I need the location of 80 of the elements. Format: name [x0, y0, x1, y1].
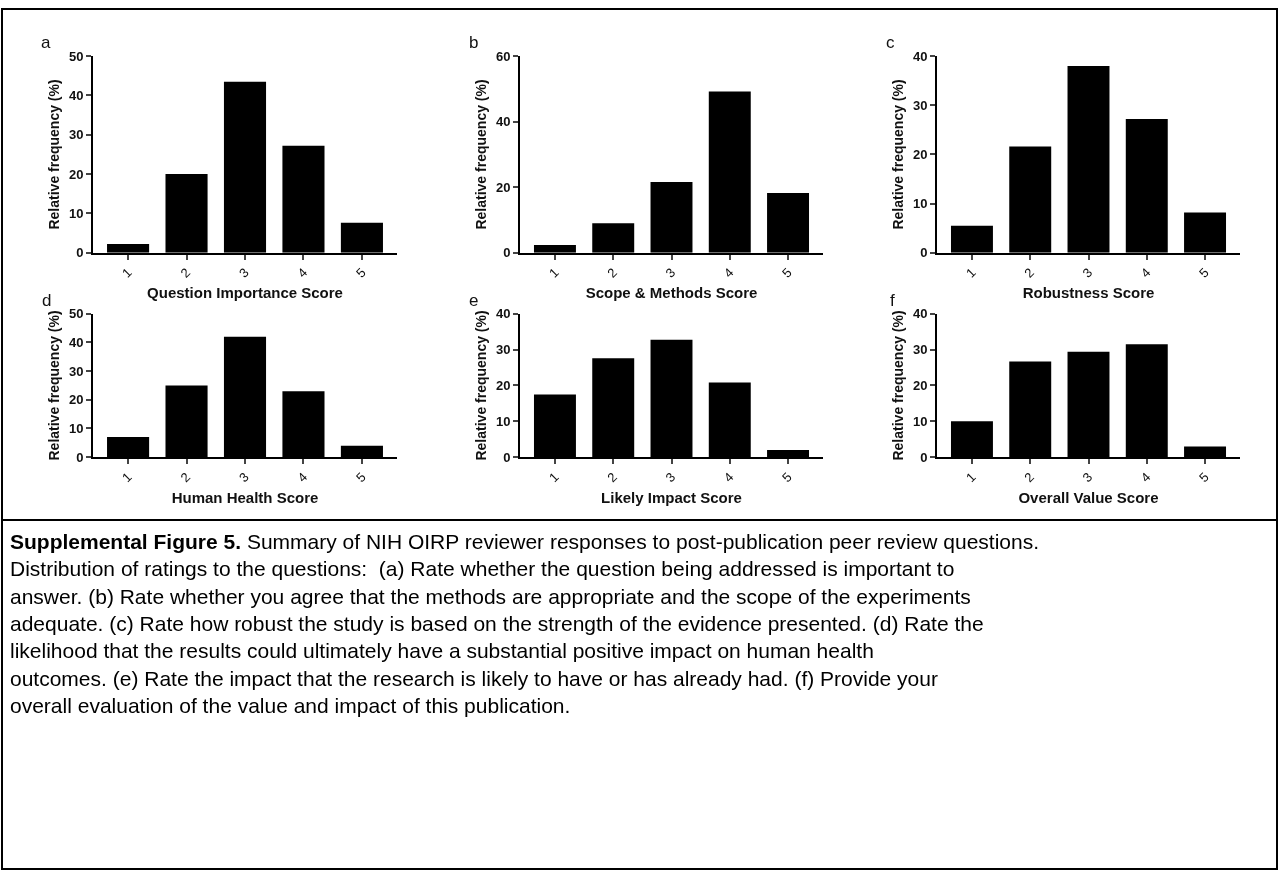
x-axis-title: Question Importance Score — [147, 284, 343, 302]
x-tick-label: 4 — [294, 264, 311, 281]
x-tick-label: 1 — [545, 264, 562, 281]
y-tick-label: 40 — [495, 114, 511, 130]
y-tick-label: 40 — [912, 306, 928, 322]
x-axis-title: Human Health Score — [171, 488, 319, 506]
chart-title: c — [886, 33, 895, 52]
x-axis-title: Robustness Score — [1022, 284, 1155, 302]
chart-title: d — [42, 291, 52, 310]
x-tick-label: 2 — [177, 469, 194, 486]
x-tick-label: 3 — [236, 469, 252, 486]
y-tick-label: 10 — [912, 196, 928, 212]
x-tick-label: 5 — [1196, 264, 1212, 281]
y-tick-label: 40 — [68, 88, 84, 104]
y-tick-label: 40 — [495, 306, 511, 322]
chart-title: f — [890, 291, 895, 310]
x-tick-label: 2 — [1021, 264, 1037, 281]
x-tick-label: 5 — [352, 264, 369, 281]
x-tick-label: 3 — [662, 469, 679, 486]
x-tick-label: 4 — [720, 264, 737, 281]
y-tick-label: 10 — [68, 205, 84, 221]
y-tick-label: 20 — [68, 392, 84, 408]
x-tick-label: 5 — [1196, 469, 1212, 486]
y-tick-label: 50 — [68, 306, 84, 322]
x-tick-label: 5 — [779, 264, 795, 281]
y-tick-label: 40 — [912, 48, 928, 64]
y-tick-label: 10 — [495, 413, 511, 429]
x-tick-label: 1 — [119, 469, 135, 486]
y-tick-label: 60 — [495, 48, 511, 64]
x-tick-label: 2 — [1021, 469, 1037, 486]
x-tick-label: 3 — [1079, 264, 1096, 281]
y-tick-label: 0 — [503, 245, 511, 261]
x-tick-label: 4 — [1137, 264, 1154, 281]
x-axis-title: Scope & Methods Score — [585, 284, 758, 302]
y-tick-label: 30 — [912, 342, 928, 358]
y-axis-title: Relative frequency (%) — [890, 79, 907, 230]
chart-title: a — [41, 33, 51, 52]
y-tick-label: 20 — [912, 377, 928, 393]
x-tick-label: 2 — [604, 264, 620, 281]
y-tick-label: 50 — [68, 48, 84, 64]
text: Supplemental Figure 5. — [10, 530, 242, 553]
y-tick-label: 40 — [68, 334, 84, 350]
y-tick-label: 30 — [912, 97, 928, 113]
x-tick-label: 1 — [119, 264, 135, 281]
x-axis-title: Overall Value Score — [1018, 488, 1159, 506]
x-tick-label: 1 — [962, 469, 979, 486]
y-tick-label: 0 — [920, 245, 928, 261]
y-tick-label: 30 — [68, 127, 84, 143]
x-axis-title: Likely Impact Score — [601, 488, 742, 506]
y-tick-label: 10 — [68, 421, 84, 437]
x-tick-label: 2 — [177, 264, 194, 281]
x-tick-label: 5 — [779, 469, 795, 486]
y-tick-label: 0 — [76, 245, 84, 261]
x-tick-label: 3 — [662, 264, 679, 281]
y-axis-title: Relative frequency (%) — [473, 79, 490, 230]
chart-title: b — [469, 33, 479, 52]
x-tick-label: 4 — [1137, 469, 1154, 486]
y-tick-label: 0 — [920, 449, 928, 465]
y-tick-label: 10 — [912, 413, 928, 429]
y-tick-label: 20 — [68, 166, 84, 182]
y-tick-label: 30 — [68, 363, 84, 379]
y-tick-label: 0 — [503, 449, 511, 465]
x-tick-label: 3 — [236, 264, 252, 281]
x-tick-label: 3 — [1079, 469, 1096, 486]
y-axis-title: Relative frequency (%) — [46, 79, 63, 230]
x-tick-label: 1 — [962, 264, 979, 281]
y-axis-title: Relative frequency (%) — [473, 310, 490, 461]
y-tick-label: 0 — [76, 449, 84, 465]
x-tick-label: 4 — [294, 469, 311, 486]
y-tick-label: 20 — [495, 179, 511, 195]
x-tick-label: 4 — [720, 469, 737, 486]
y-axis-title: Relative frequency (%) — [890, 310, 907, 461]
x-tick-label: 2 — [604, 469, 620, 486]
x-tick-label: 5 — [352, 469, 369, 486]
x-tick-label: 1 — [545, 469, 562, 486]
y-axis-title: Relative frequency (%) — [46, 310, 63, 461]
y-tick-label: 20 — [495, 377, 511, 393]
chart-title: e — [469, 291, 479, 310]
y-tick-label: 20 — [912, 147, 928, 162]
y-tick-label: 30 — [495, 342, 511, 358]
